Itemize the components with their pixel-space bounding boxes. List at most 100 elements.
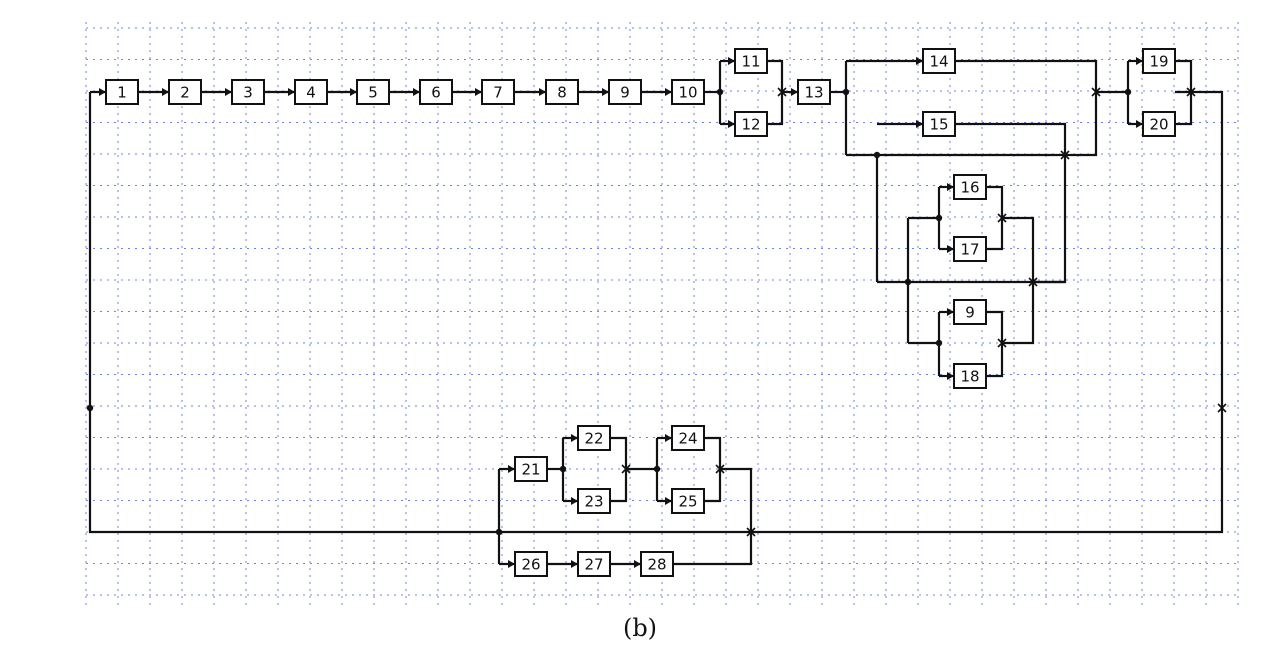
block-box <box>231 79 265 105</box>
block-label: 1 <box>117 84 127 102</box>
block-label: 10 <box>678 84 697 102</box>
block-box <box>294 79 328 105</box>
block-box <box>514 551 548 577</box>
block-box <box>671 488 705 514</box>
block-b5: 5 <box>350 79 390 105</box>
block-label: 23 <box>584 493 603 511</box>
block-b22: 22 <box>571 425 611 451</box>
arrow-head <box>413 88 420 96</box>
block-b17: 17 <box>947 236 987 262</box>
block-b27: 27 <box>571 551 611 577</box>
wire <box>877 122 1067 284</box>
block-b9a: 9 <box>602 79 642 105</box>
block-label: 22 <box>584 430 603 448</box>
arrow-head <box>1136 57 1143 65</box>
arrow-head <box>288 88 295 96</box>
block-b25: 25 <box>665 488 705 514</box>
arrow-head <box>947 245 954 253</box>
block-b6: 6 <box>413 79 453 105</box>
wire <box>986 310 1004 378</box>
block-b7: 7 <box>475 79 515 105</box>
blocks: 1 2 3 4 5 6 7 8 9 1011121314151617918192021222324… <box>99 48 1176 577</box>
figure-caption: (b) <box>622 614 658 642</box>
block-label: 8 <box>557 84 567 102</box>
block-box <box>577 551 611 577</box>
junction-dot <box>653 465 661 473</box>
block-b13: 13 <box>791 79 831 105</box>
block-box <box>577 425 611 451</box>
block-label: 26 <box>521 556 540 574</box>
block-b19: 19 <box>1136 48 1176 74</box>
junction-dot <box>842 88 850 96</box>
block-box <box>168 79 202 105</box>
dotted-grid <box>85 22 1240 606</box>
block-box <box>953 363 987 389</box>
block-label: 4 <box>306 84 316 102</box>
junction-cross <box>1091 87 1101 97</box>
arrow-head <box>947 372 954 380</box>
block-box <box>105 79 139 105</box>
junction-dot <box>1124 88 1132 96</box>
arrow-head <box>571 560 578 568</box>
block-b8: 8 <box>539 79 579 105</box>
junction-dot <box>935 339 943 347</box>
block-label: 5 <box>368 84 378 102</box>
wire <box>767 59 784 126</box>
block-label: 3 <box>243 84 253 102</box>
junction-dot <box>495 528 503 536</box>
block-b18: 18 <box>947 363 987 389</box>
block-box <box>356 79 390 105</box>
block-box <box>922 111 956 137</box>
block-b4: 4 <box>288 79 328 105</box>
junction-dot <box>904 278 912 286</box>
junction-cross <box>1217 403 1227 413</box>
junction-cross <box>1028 277 1038 287</box>
connection-wires <box>88 59 1224 566</box>
block-box <box>577 488 611 514</box>
block-label: 14 <box>929 53 948 71</box>
block-b14: 14 <box>916 48 956 74</box>
block-box <box>734 48 768 74</box>
block-label: 11 <box>741 53 760 71</box>
arrow-head <box>728 120 735 128</box>
wire <box>846 59 1098 157</box>
junction-cross <box>997 338 1007 348</box>
block-box <box>953 174 987 200</box>
wire <box>986 185 1004 251</box>
arrow-head <box>225 88 232 96</box>
arrow-head <box>665 497 672 505</box>
wire <box>673 467 753 566</box>
block-box <box>545 79 579 105</box>
block-label: 17 <box>960 241 979 259</box>
block-b1: 1 <box>99 79 139 105</box>
block-label: 15 <box>929 116 948 134</box>
block-b26: 26 <box>508 551 548 577</box>
arrow-head <box>350 88 357 96</box>
block-box <box>734 111 768 137</box>
junction-cross <box>1060 150 1070 160</box>
block-b20: 20 <box>1136 111 1176 137</box>
arrow-head <box>508 560 515 568</box>
block-box <box>953 236 987 262</box>
block-label: 16 <box>960 179 979 197</box>
block-label: 18 <box>960 368 979 386</box>
block-label: 9 <box>965 304 975 322</box>
junction-dot <box>716 88 724 96</box>
junction-cross <box>1186 87 1196 97</box>
block-box <box>1142 111 1176 137</box>
arrow-head <box>571 497 578 505</box>
block-box <box>671 425 705 451</box>
block-label: 2 <box>180 84 190 102</box>
block-label: 27 <box>584 556 603 574</box>
arrow-head <box>634 560 641 568</box>
block-box <box>1142 48 1176 74</box>
block-b2: 2 <box>162 79 202 105</box>
block-label: 24 <box>678 430 697 448</box>
block-b21: 21 <box>508 456 548 482</box>
arrow-head <box>1136 120 1143 128</box>
block-label: 12 <box>741 116 760 134</box>
block-box <box>922 48 956 74</box>
wire <box>1002 216 1035 345</box>
arrow-head <box>571 434 578 442</box>
block-b15: 15 <box>916 111 956 137</box>
